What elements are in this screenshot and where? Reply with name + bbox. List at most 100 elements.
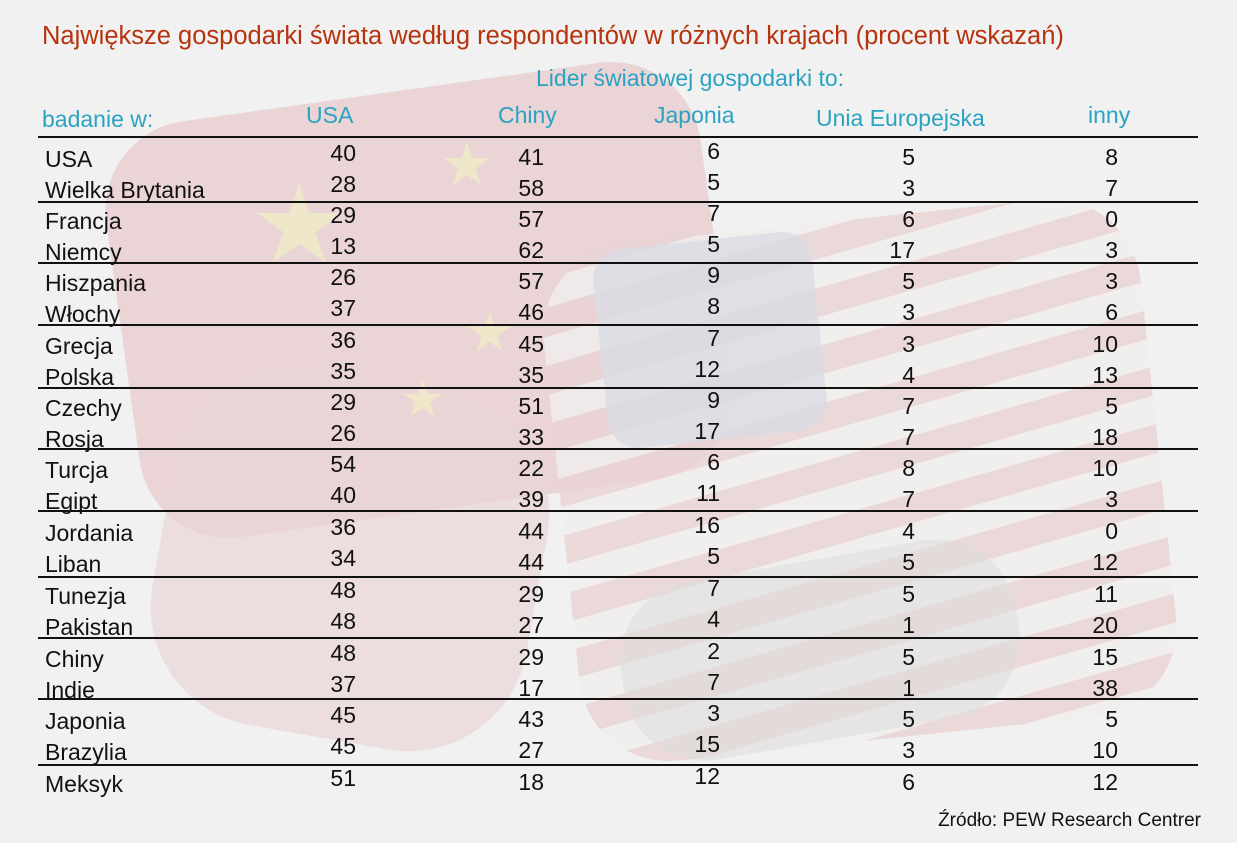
value-japonia: 5 bbox=[707, 169, 720, 195]
value-inny: 15 bbox=[1092, 644, 1118, 670]
value-chiny: 51 bbox=[518, 393, 544, 419]
table-row: Francja 29 57 7 6 0 bbox=[0, 200, 1237, 234]
chart-title: Największe gospodarki świata według resp… bbox=[42, 22, 1064, 50]
value-inny: 18 bbox=[1092, 424, 1118, 450]
country-name: Liban bbox=[45, 551, 102, 577]
value-usa: 45 bbox=[330, 702, 356, 728]
country-name: Czechy bbox=[45, 395, 122, 421]
value-inny: 6 bbox=[1105, 299, 1118, 325]
row-divider bbox=[38, 448, 1198, 450]
value-inny: 7 bbox=[1105, 175, 1118, 201]
table-row: Meksyk 51 18 12 6 12 bbox=[0, 763, 1237, 797]
value-chiny: 43 bbox=[518, 706, 544, 732]
value-inny: 11 bbox=[1094, 581, 1118, 607]
value-inny: 0 bbox=[1105, 518, 1118, 544]
value-unia-europejska: 3 bbox=[902, 737, 915, 763]
value-chiny: 22 bbox=[518, 455, 544, 481]
country-name: Indie bbox=[45, 677, 95, 703]
row-divider bbox=[38, 324, 1198, 326]
value-inny: 3 bbox=[1105, 237, 1118, 263]
value-chiny: 44 bbox=[518, 549, 544, 575]
value-inny: 5 bbox=[1105, 393, 1118, 419]
value-unia-europejska: 5 bbox=[902, 706, 915, 732]
value-unia-europejska: 1 bbox=[902, 612, 915, 638]
value-chiny: 62 bbox=[518, 237, 544, 263]
value-usa: 26 bbox=[330, 420, 356, 446]
value-usa: 35 bbox=[330, 358, 356, 384]
value-chiny: 27 bbox=[518, 612, 544, 638]
table-row: Chiny 48 29 2 5 15 bbox=[0, 638, 1237, 672]
value-chiny: 58 bbox=[518, 175, 544, 201]
value-chiny: 39 bbox=[518, 486, 544, 512]
value-inny: 3 bbox=[1105, 486, 1118, 512]
table-row: Turcja 54 22 6 8 10 bbox=[0, 449, 1237, 483]
row-divider bbox=[38, 637, 1198, 639]
value-unia-europejska: 5 bbox=[902, 644, 915, 670]
value-chiny: 41 bbox=[518, 144, 544, 170]
value-inny: 10 bbox=[1092, 331, 1118, 357]
value-chiny: 29 bbox=[518, 581, 544, 607]
country-name: Egipt bbox=[45, 488, 98, 514]
value-unia-europejska: 6 bbox=[902, 769, 915, 795]
header-divider bbox=[38, 136, 1198, 138]
value-japonia: 5 bbox=[707, 231, 720, 257]
value-inny: 20 bbox=[1092, 612, 1118, 638]
table-row: Wielka Brytania 28 58 5 3 7 bbox=[0, 169, 1237, 203]
value-chiny: 17 bbox=[518, 675, 544, 701]
value-japonia: 16 bbox=[694, 512, 720, 538]
table-row: Niemcy 13 62 5 17 3 bbox=[0, 231, 1237, 265]
value-unia-europejska: 8 bbox=[902, 455, 915, 481]
value-unia-europejska: 3 bbox=[902, 331, 915, 357]
value-unia-europejska: 5 bbox=[902, 549, 915, 575]
country-name: Rosja bbox=[45, 426, 104, 452]
table-row: USA 40 41 6 5 8 bbox=[0, 138, 1237, 172]
value-japonia: 11 bbox=[696, 480, 720, 506]
column-header-chiny: Chiny bbox=[498, 102, 557, 128]
value-chiny: 57 bbox=[518, 206, 544, 232]
value-japonia: 17 bbox=[694, 418, 720, 444]
country-name: Grecja bbox=[45, 333, 113, 359]
value-chiny: 27 bbox=[518, 737, 544, 763]
value-inny: 0 bbox=[1105, 206, 1118, 232]
country-name: Niemcy bbox=[45, 239, 122, 265]
value-chiny: 44 bbox=[518, 518, 544, 544]
value-inny: 12 bbox=[1092, 769, 1118, 795]
value-usa: 51 bbox=[330, 765, 356, 791]
row-divider bbox=[38, 201, 1198, 203]
value-inny: 10 bbox=[1092, 455, 1118, 481]
value-usa: 48 bbox=[330, 608, 356, 634]
value-unia-europejska: 6 bbox=[902, 206, 915, 232]
country-name: Polska bbox=[45, 364, 115, 390]
country-name: Włochy bbox=[45, 301, 121, 327]
country-name: Japonia bbox=[45, 708, 126, 734]
star-icon: ★ bbox=[465, 301, 515, 363]
table-row: Czechy 29 51 9 7 5 bbox=[0, 387, 1237, 421]
column-header-unia-europejska: Unia Europejska bbox=[816, 105, 985, 131]
country-name: Tunezja bbox=[45, 583, 126, 609]
value-japonia: 5 bbox=[707, 543, 720, 569]
value-unia-europejska: 17 bbox=[889, 237, 915, 263]
row-divider bbox=[38, 764, 1198, 766]
value-unia-europejska: 4 bbox=[902, 362, 915, 388]
column-header-inny: inny bbox=[1088, 102, 1131, 128]
value-japonia: 15 bbox=[694, 731, 720, 757]
table-subtitle: Lider światowej gospodarki to: bbox=[536, 65, 845, 91]
value-unia-europejska: 7 bbox=[902, 424, 915, 450]
value-japonia: 7 bbox=[707, 325, 720, 351]
column-header-usa: USA bbox=[306, 102, 354, 128]
value-usa: 40 bbox=[330, 140, 356, 166]
value-usa: 26 bbox=[330, 264, 356, 290]
table-row: Rosja 26 33 17 7 18 bbox=[0, 418, 1237, 452]
value-japonia: 7 bbox=[707, 200, 720, 226]
value-japonia: 2 bbox=[707, 638, 720, 664]
value-chiny: 57 bbox=[518, 268, 544, 294]
value-chiny: 18 bbox=[518, 769, 544, 795]
value-usa: 48 bbox=[330, 577, 356, 603]
country-name: Jordania bbox=[45, 520, 134, 546]
value-usa: 36 bbox=[330, 327, 356, 353]
value-chiny: 46 bbox=[518, 299, 544, 325]
value-japonia: 12 bbox=[694, 763, 720, 789]
country-name: Pakistan bbox=[45, 614, 134, 640]
table-row: Liban 34 44 5 5 12 bbox=[0, 543, 1237, 577]
value-japonia: 3 bbox=[707, 700, 720, 726]
